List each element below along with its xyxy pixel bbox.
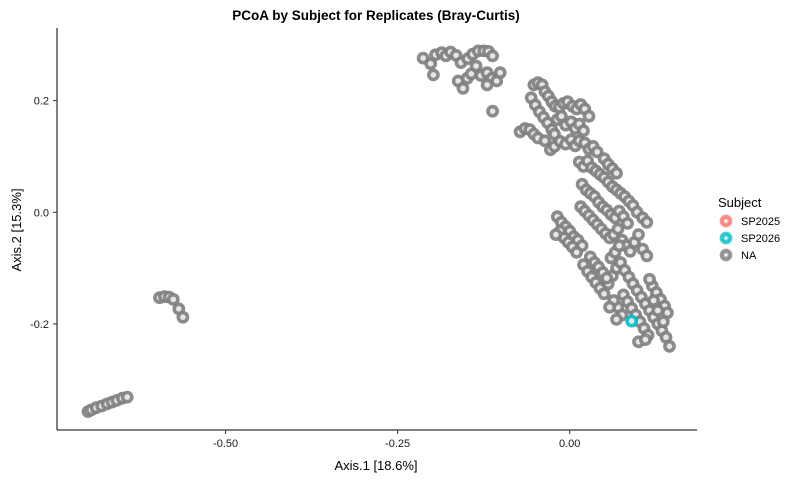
- data-point-sp2026: [625, 314, 638, 328]
- data-point-na: [120, 390, 134, 404]
- ticks-layer: -0.50 -0.25 0.00 -0.2 0.0 0.2: [30, 96, 580, 450]
- legend-items: SP2025 SP2026 NA: [719, 214, 780, 262]
- x-tick-label: 0.00: [559, 438, 580, 450]
- data-point-na: [480, 78, 494, 92]
- data-point-na: [486, 49, 499, 63]
- data-point-na: [612, 239, 626, 253]
- data-point-na: [610, 312, 623, 326]
- data-point-na: [600, 271, 614, 285]
- data-point-na: [570, 245, 583, 259]
- points-layer: [81, 44, 676, 418]
- y-tick-label: 0.0: [34, 207, 49, 219]
- data-point-na: [610, 166, 623, 180]
- data-point-na: [663, 339, 676, 353]
- legend-label-na: NA: [741, 250, 757, 262]
- data-point-na: [538, 134, 552, 148]
- data-point-na: [651, 304, 665, 317]
- y-tick-label: 0.2: [34, 96, 49, 108]
- chart-title: PCoA by Subject for Replicates (Bray-Cur…: [232, 8, 520, 23]
- legend: Subject SP2025 SP2026 NA: [718, 195, 780, 262]
- data-point-na: [640, 249, 654, 263]
- data-point-na: [424, 57, 438, 71]
- data-point-na: [621, 216, 634, 230]
- data-point-na: [632, 228, 645, 241]
- x-axis-title: Axis.1 [18.6%]: [334, 458, 417, 473]
- data-point-na: [640, 215, 654, 229]
- legend-swatch-centre: [724, 253, 728, 257]
- x-tick-label: -0.25: [385, 438, 410, 450]
- x-tick-label: -0.50: [213, 438, 238, 450]
- data-point-na: [166, 292, 180, 306]
- data-point-na: [582, 109, 596, 123]
- legend-title: Subject: [718, 195, 762, 210]
- legend-label-sp2026: SP2026: [741, 233, 780, 245]
- data-point-na: [176, 310, 190, 324]
- data-point-na: [597, 287, 611, 301]
- data-point-na: [603, 300, 616, 314]
- data-point-na: [486, 104, 499, 118]
- data-point-na: [643, 272, 656, 286]
- y-axis-title: Axis.2 [15.3%]: [9, 188, 24, 271]
- legend-swatch-centre: [724, 236, 728, 240]
- data-point-na: [639, 333, 652, 346]
- legend-swatch-centre: [724, 219, 728, 223]
- data-point-na: [426, 68, 440, 82]
- data-point-na: [577, 124, 590, 138]
- data-point-na: [549, 228, 563, 241]
- data-point-na: [493, 66, 507, 80]
- data-point-na: [656, 315, 670, 329]
- data-point-na: [456, 81, 470, 95]
- data-point-na: [469, 59, 483, 73]
- data-point-na: [611, 222, 625, 236]
- data-point-na: [647, 294, 660, 307]
- y-tick-label: -0.2: [30, 319, 49, 331]
- legend-label-sp2025: SP2025: [741, 216, 780, 228]
